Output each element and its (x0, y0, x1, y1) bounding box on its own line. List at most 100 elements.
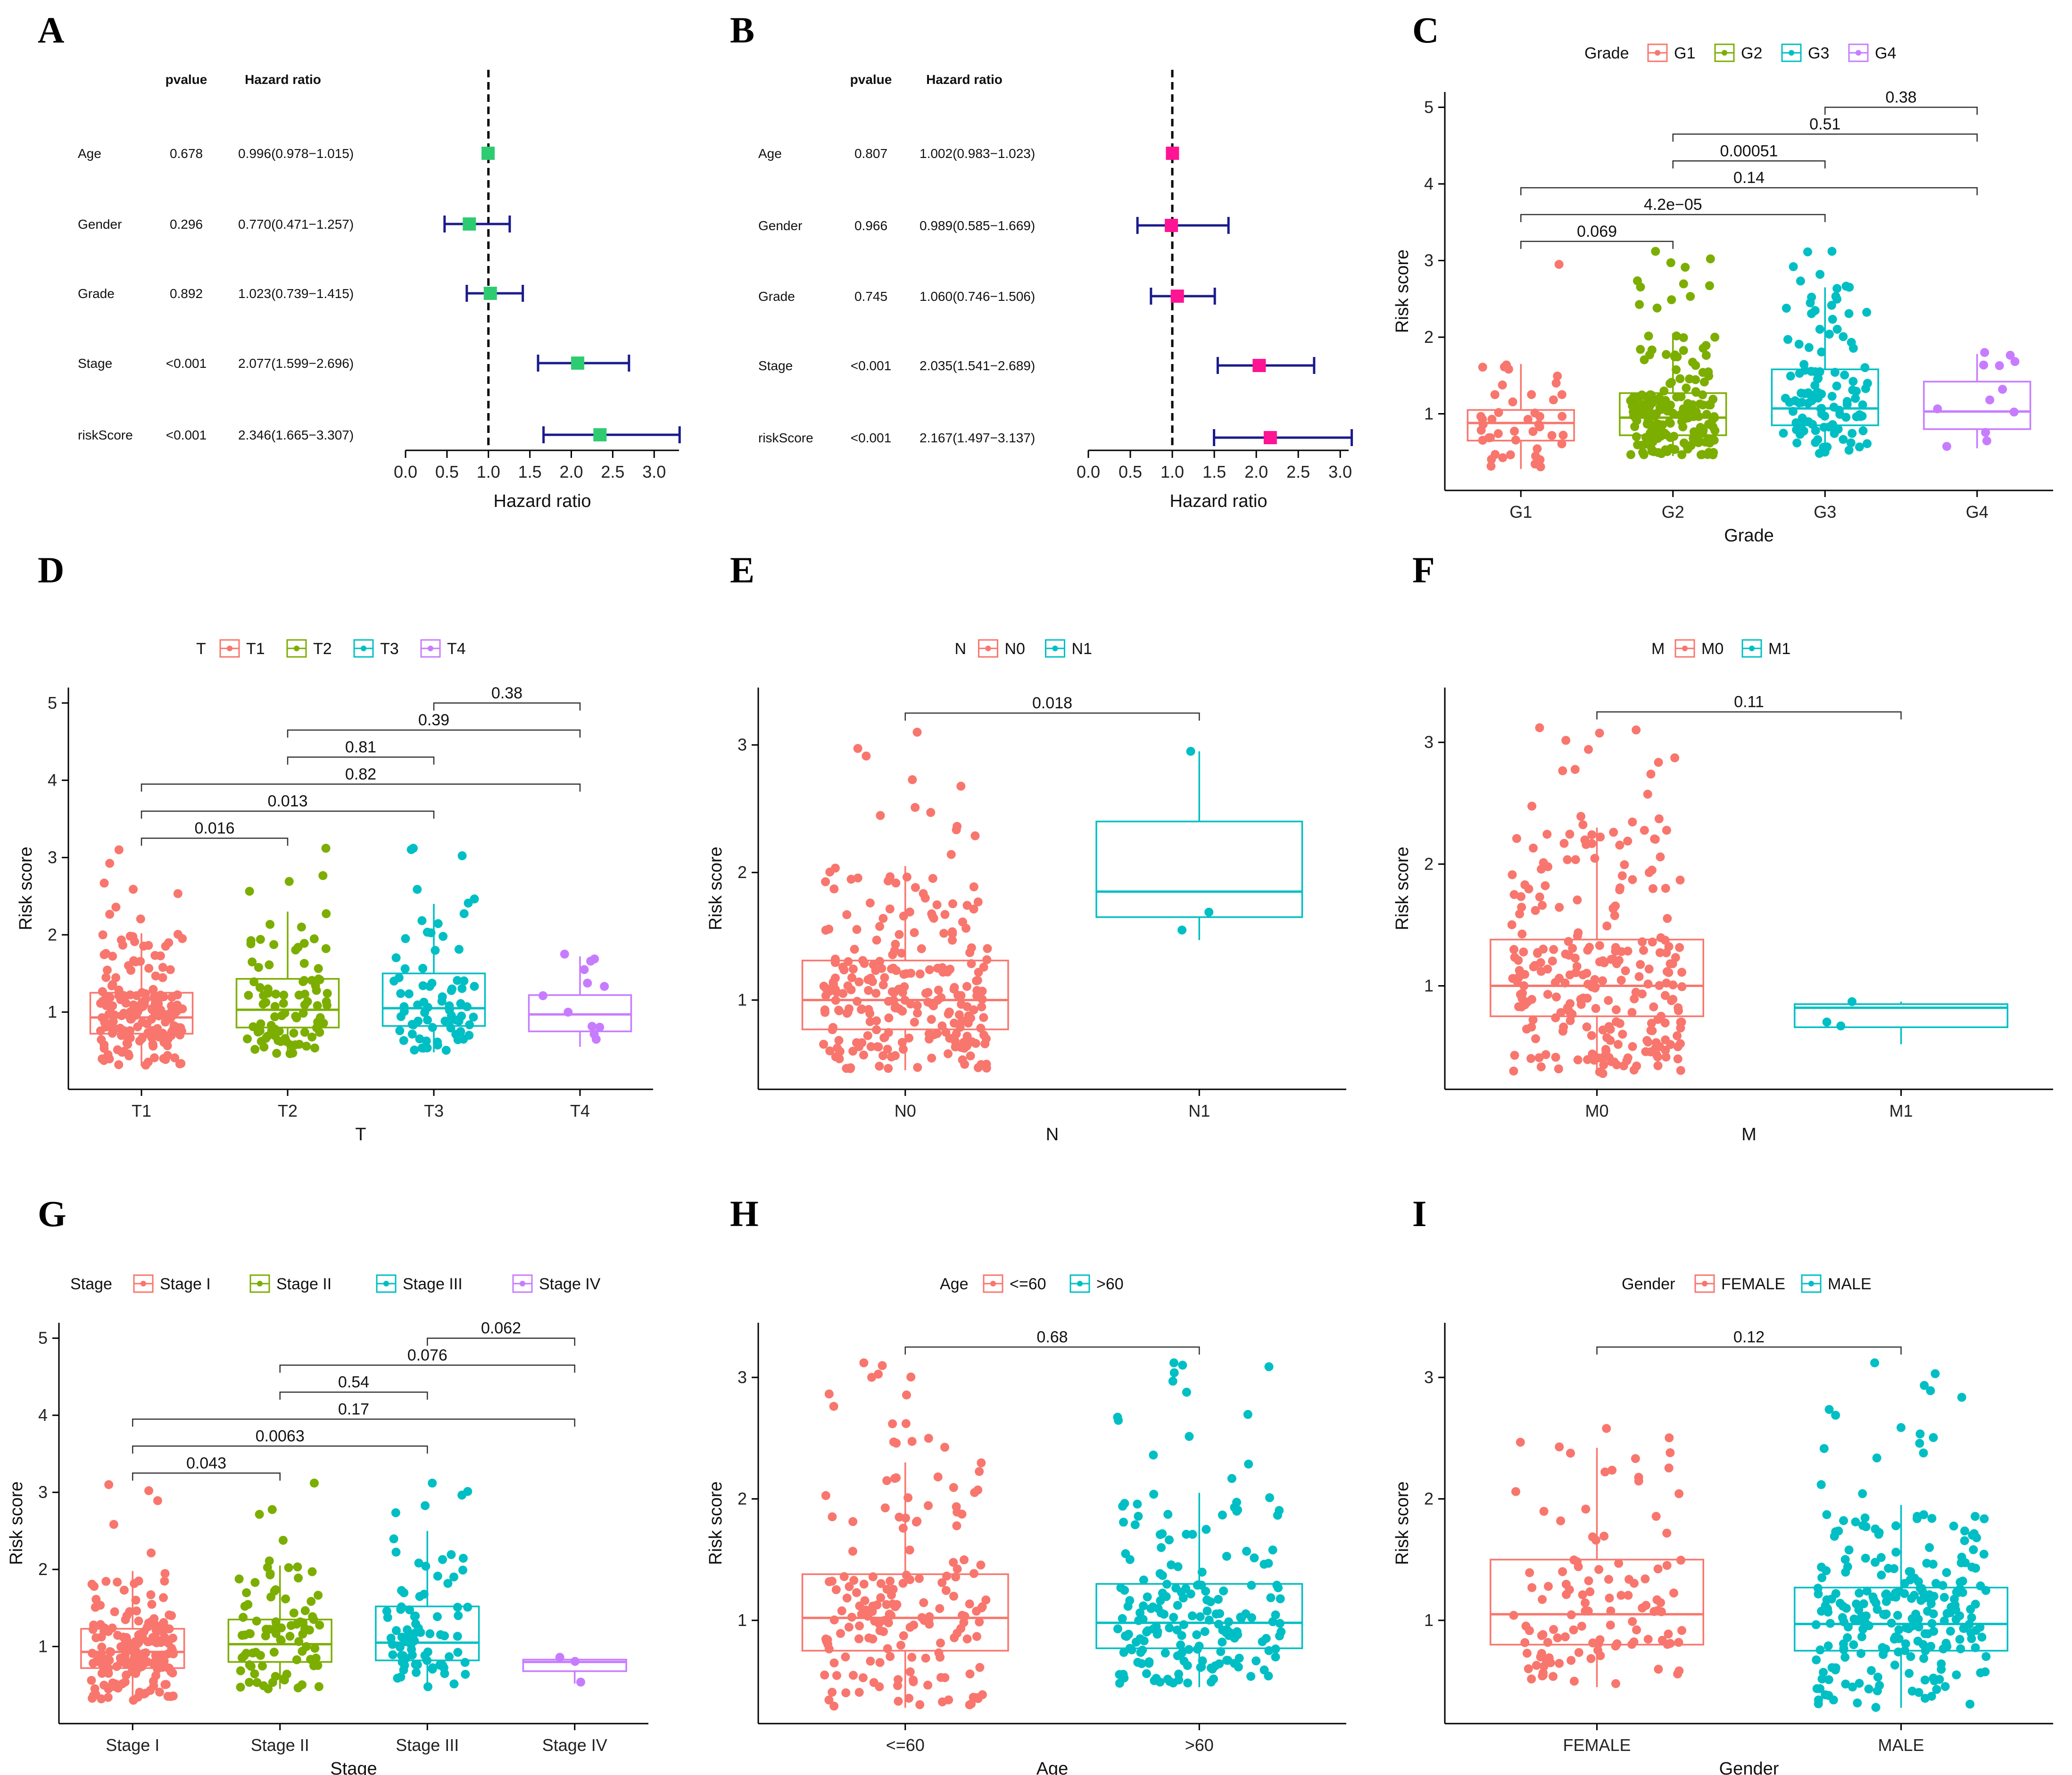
y-tick-label: 3 (1424, 732, 1434, 752)
row-hr-text: 1.023(0.739−1.415) (238, 286, 354, 301)
data-point (1230, 1503, 1239, 1512)
data-point (1563, 855, 1572, 864)
data-point (1817, 1573, 1827, 1583)
row-label: Age (758, 146, 782, 161)
data-point (866, 1657, 875, 1666)
data-point (307, 976, 316, 985)
data-point (101, 1658, 111, 1667)
data-point (1840, 370, 1849, 380)
data-point (410, 1045, 419, 1055)
data-point (1704, 434, 1714, 443)
data-point (819, 981, 829, 991)
data-point (263, 988, 272, 998)
data-point (876, 811, 885, 820)
data-point (876, 1593, 886, 1602)
data-point (949, 1558, 958, 1567)
data-point (872, 1016, 881, 1026)
data-point (1657, 1012, 1666, 1021)
data-point (936, 1652, 945, 1662)
data-point (976, 1023, 986, 1033)
data-point (1539, 1507, 1549, 1516)
box-group: M1 (1794, 997, 2008, 1120)
data-point (1637, 390, 1647, 400)
data-point (428, 1478, 437, 1488)
data-point (1565, 1007, 1574, 1016)
data-point (293, 1562, 302, 1572)
row-hr-text: 2.077(1.599−2.696) (238, 356, 354, 371)
data-point (250, 1578, 260, 1587)
data-point (1276, 1594, 1285, 1603)
data-point (1779, 429, 1788, 438)
data-point (445, 1001, 454, 1011)
x-axis-title: M (1741, 1125, 1757, 1145)
panel-letter: B (730, 9, 754, 50)
legend-label: G4 (1875, 44, 1896, 62)
data-point (1691, 388, 1701, 397)
data-point (975, 1467, 984, 1476)
data-point (147, 1004, 157, 1013)
data-point (397, 1602, 406, 1612)
data-point (1134, 1616, 1144, 1626)
legend: Grade G1 G2 G3 G4 (1584, 43, 1896, 62)
data-point (1804, 343, 1814, 352)
data-point (1957, 1393, 1966, 1402)
data-point (1543, 990, 1552, 999)
data-point (1937, 1659, 1946, 1668)
data-point (1842, 397, 1852, 406)
hr-marker (463, 217, 476, 231)
data-point (898, 1524, 908, 1533)
data-point (1573, 931, 1582, 941)
comparison-bracket: 0.82 (141, 765, 581, 792)
data-point (1215, 1659, 1224, 1668)
data-point (1571, 855, 1580, 864)
data-point (894, 1675, 903, 1684)
data-point (1264, 1671, 1273, 1681)
data-point (872, 1600, 882, 1609)
data-point (895, 1512, 904, 1522)
bracket-line (1596, 1346, 1902, 1355)
data-point (1551, 1053, 1560, 1062)
data-point (1519, 981, 1529, 990)
data-point (954, 1010, 964, 1020)
data-point (1675, 1039, 1685, 1048)
hr-marker (593, 428, 607, 441)
data-point (1855, 1679, 1864, 1688)
data-point (401, 1654, 411, 1663)
data-point (167, 1643, 176, 1653)
data-point (1476, 412, 1485, 421)
data-point (1517, 903, 1526, 912)
data-point (898, 1578, 908, 1588)
data-point (1824, 1405, 1834, 1414)
data-point (1183, 1661, 1192, 1670)
data-point (1640, 826, 1649, 835)
data-point (570, 1657, 580, 1666)
data-point (243, 1600, 253, 1609)
data-point (307, 1597, 316, 1606)
data-point (1243, 1410, 1252, 1419)
data-point (967, 959, 976, 969)
x-tick-label: 3.0 (1328, 462, 1352, 481)
data-point (124, 1051, 133, 1061)
data-point (865, 1009, 875, 1018)
data-point (1879, 1609, 1888, 1619)
points (1509, 1424, 1687, 1688)
data-point (857, 1004, 867, 1014)
data-point (821, 1636, 831, 1646)
legend-label: MALE (1828, 1275, 1872, 1293)
data-point (1927, 1514, 1937, 1523)
data-point (928, 874, 937, 883)
data-point (1520, 970, 1529, 979)
data-point (153, 1031, 163, 1041)
data-point (1599, 1060, 1608, 1070)
data-point (1514, 1002, 1524, 1012)
y-tick-label: 4 (38, 1405, 48, 1425)
data-point (981, 1595, 991, 1605)
data-point (915, 969, 925, 979)
hazard-ratio-header: Hazard ratio (245, 72, 321, 87)
data-point (1182, 1387, 1191, 1397)
data-point (1564, 937, 1573, 946)
data-point (1218, 1637, 1227, 1647)
data-point (905, 1667, 915, 1676)
